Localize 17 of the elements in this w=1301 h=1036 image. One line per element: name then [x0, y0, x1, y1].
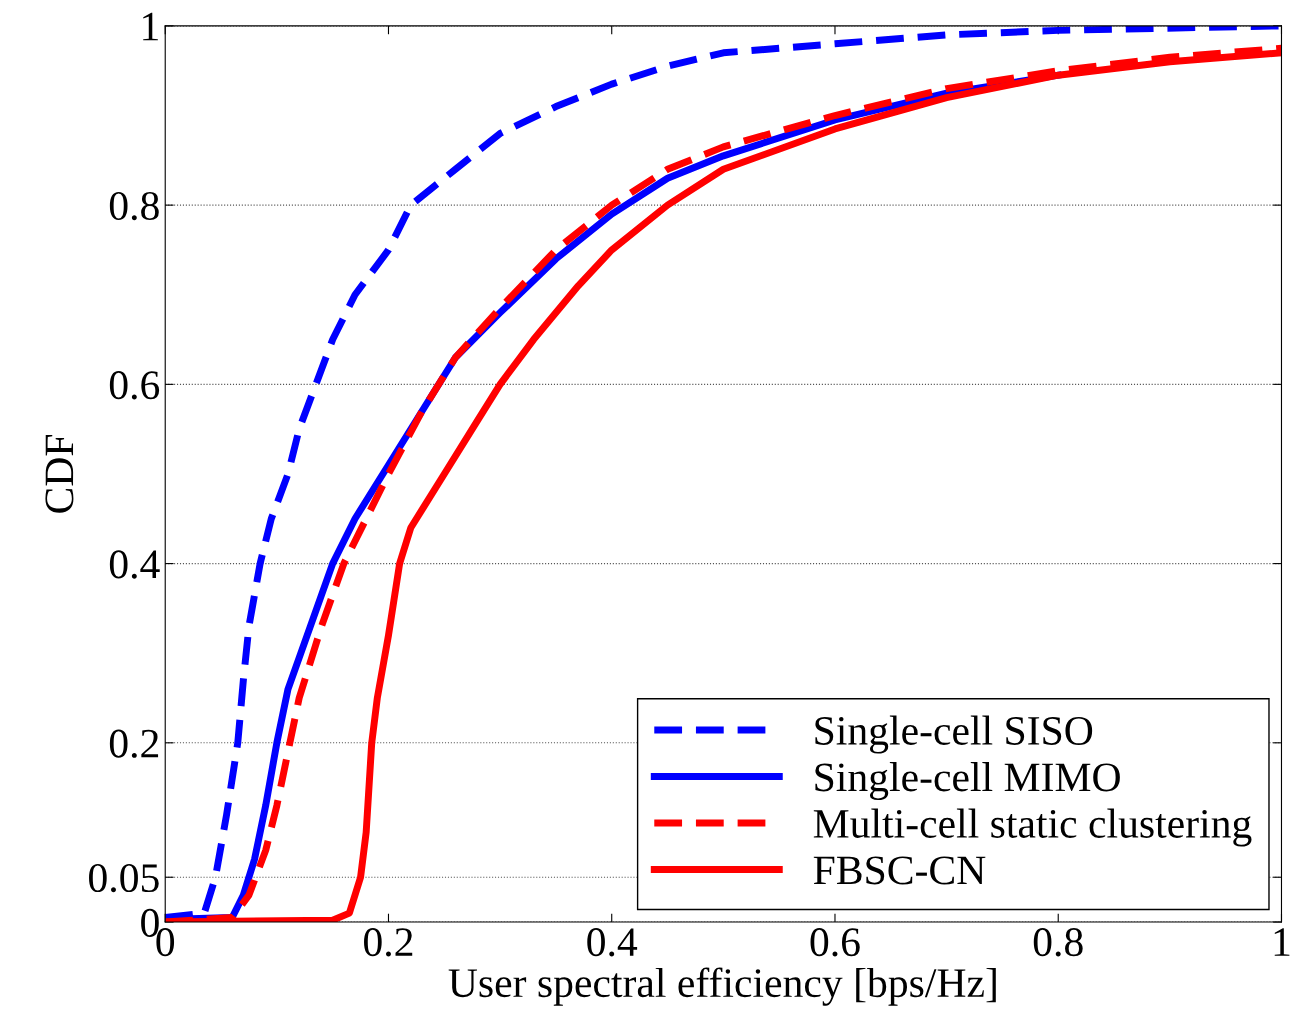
y-tick-label: 0.4 — [109, 550, 160, 579]
y-tick-label: 1 — [143, 12, 158, 41]
legend-label: FBSC-CN — [813, 856, 986, 885]
x-tick-label: 0.6 — [810, 928, 860, 957]
y-axis-title: CDF — [45, 434, 74, 513]
x-tick-label: 1 — [1274, 928, 1290, 956]
legend-label: Multi-cell static clustering — [813, 808, 1252, 847]
legend-label: Single-cell SISO — [815, 715, 1093, 754]
x-tick-label: 0.2 — [364, 928, 413, 957]
y-tick-label: 0.8 — [109, 191, 159, 221]
y-tick-label: 0.05 — [89, 863, 159, 893]
legend-label: Single-cell MIMO — [815, 762, 1120, 801]
x-tick-label: 0.8 — [1033, 928, 1083, 957]
x-tick-label: 0.4 — [587, 928, 638, 957]
x-axis-title: User spectral efficiency [bps/Hz] — [448, 967, 996, 1006]
y-tick-label: 0.2 — [109, 729, 159, 758]
y-tick-label: 0.6 — [109, 371, 160, 400]
